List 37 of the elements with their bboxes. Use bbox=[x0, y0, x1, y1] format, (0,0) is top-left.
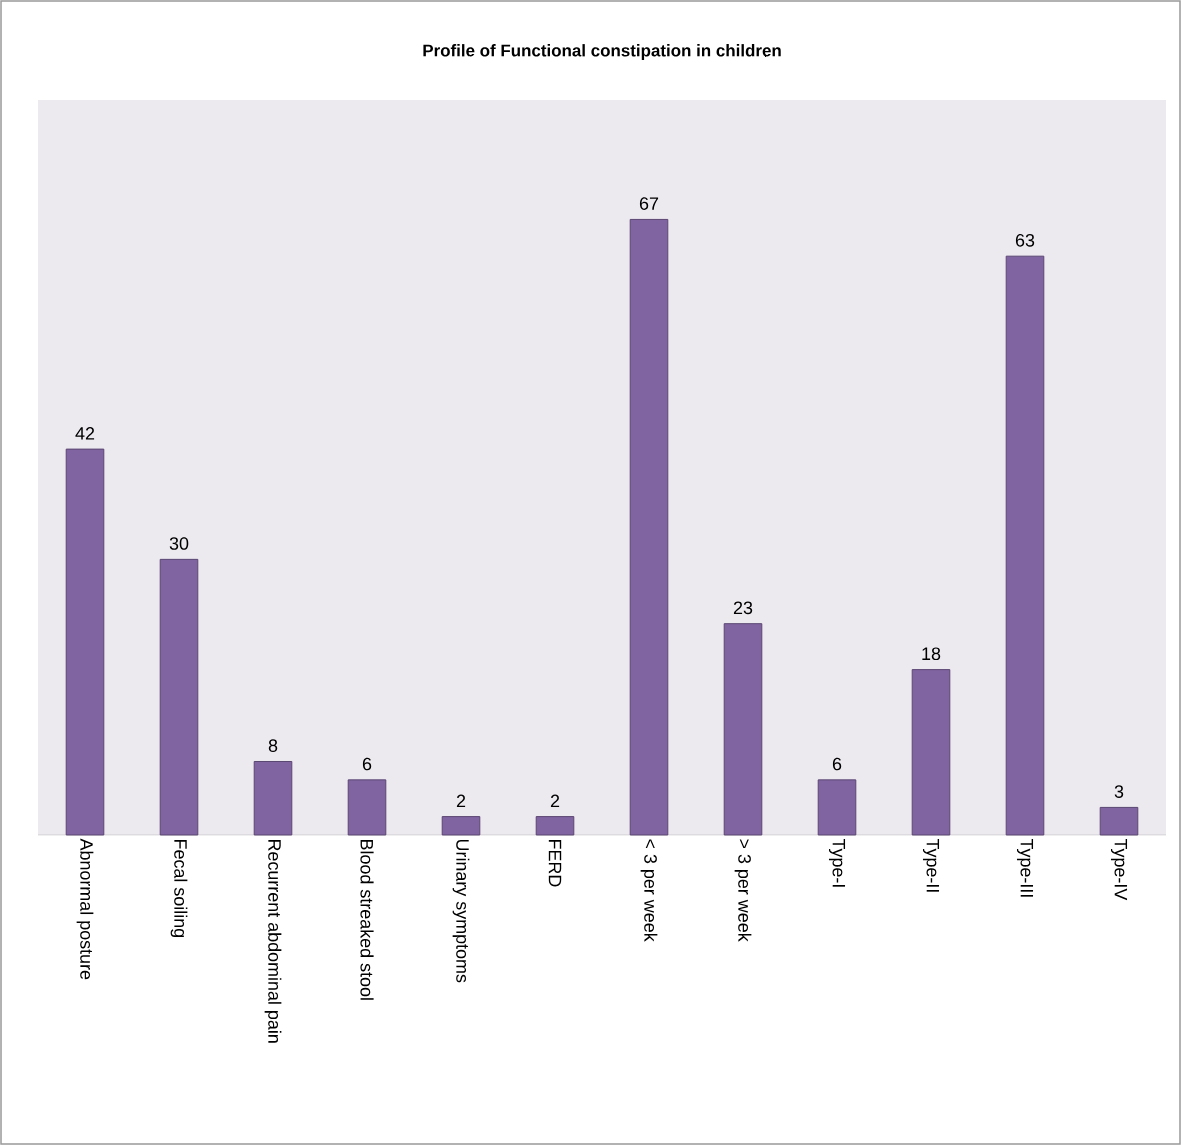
x-tick-label: Type-I bbox=[828, 838, 846, 887]
data-label: 2 bbox=[550, 794, 560, 808]
data-label: 23 bbox=[733, 601, 753, 615]
x-tick-label: Urinary symptoms bbox=[452, 839, 470, 983]
bar bbox=[629, 218, 669, 836]
bar bbox=[347, 779, 387, 836]
x-tick-label: Type-IV bbox=[1110, 838, 1128, 901]
data-label: 63 bbox=[1015, 233, 1035, 247]
x-tick-label: Type-II bbox=[922, 838, 940, 892]
bar bbox=[1005, 255, 1045, 836]
bar bbox=[65, 448, 105, 836]
x-tick-label: FERD bbox=[548, 839, 562, 887]
bar bbox=[441, 816, 481, 836]
chart-title: Profile of Functional constipation in children bbox=[423, 44, 781, 60]
data-label: 8 bbox=[268, 739, 278, 752]
bar bbox=[911, 669, 951, 836]
data-label: 6 bbox=[832, 757, 842, 771]
bar bbox=[1099, 806, 1139, 836]
data-label: 3 bbox=[1114, 785, 1124, 798]
bar bbox=[535, 816, 575, 836]
data-label: 18 bbox=[922, 647, 941, 661]
data-label: 42 bbox=[75, 427, 95, 440]
bar bbox=[817, 779, 857, 836]
x-tick-label: > 3 per week bbox=[734, 839, 752, 942]
x-tick-label: Recurrent abdominal pain bbox=[264, 839, 282, 1043]
data-label: 67 bbox=[639, 197, 659, 210]
bar bbox=[723, 623, 763, 836]
x-tick-label: Type-III bbox=[1016, 838, 1034, 897]
data-label: 2 bbox=[456, 794, 466, 808]
bar bbox=[253, 760, 293, 836]
x-tick-label: Blood streaked stool bbox=[360, 839, 374, 1000]
x-tick-label: Abnormal posture bbox=[76, 838, 94, 980]
data-label: 30 bbox=[169, 537, 189, 550]
x-tick-label: Fecal soiling bbox=[170, 839, 188, 937]
data-label: 6 bbox=[362, 757, 372, 771]
bar bbox=[159, 558, 199, 836]
x-tick-label: < 3 per week bbox=[640, 839, 658, 942]
